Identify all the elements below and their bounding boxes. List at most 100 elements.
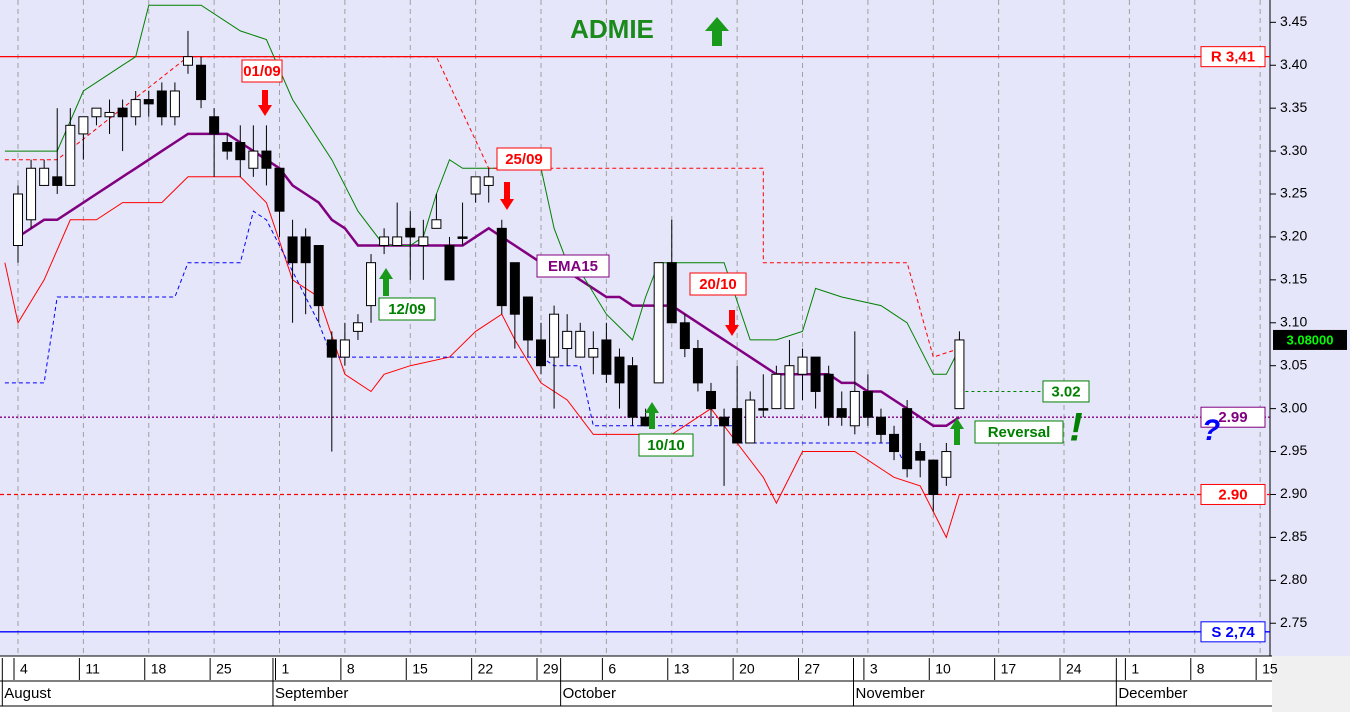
y-tick-label: 3.25 — [1280, 185, 1307, 201]
plot-background — [0, 0, 1350, 656]
target-label: 3.02 — [1051, 383, 1080, 400]
signal-label: Reversal — [988, 424, 1051, 441]
candle-body — [575, 330, 586, 358]
candle-body — [130, 99, 141, 118]
candle-body — [692, 348, 703, 384]
x-tick-label: 10 — [935, 661, 951, 677]
level-label: R 3,41 — [1211, 49, 1255, 66]
level-label-box — [1200, 483, 1266, 505]
y-tick-label: 2.90 — [1280, 485, 1307, 501]
x-tick-label: 20 — [739, 661, 755, 677]
candle-body — [823, 373, 834, 418]
candle-body — [705, 390, 716, 410]
signal-label: 20/10 — [699, 276, 737, 293]
target-label-box — [1042, 380, 1090, 403]
candle-body — [379, 236, 390, 247]
x-tick-label: 8 — [1197, 661, 1205, 677]
candle-body — [313, 245, 324, 307]
candle-body — [143, 99, 154, 105]
y-tick-label: 3.30 — [1280, 142, 1307, 158]
candle-body — [339, 339, 350, 358]
candle-body — [653, 262, 664, 384]
candle-body — [326, 339, 337, 358]
candle-body — [182, 56, 193, 66]
candle-body — [614, 356, 625, 384]
candle-body — [104, 111, 115, 118]
candle-body — [758, 408, 769, 411]
candle-body — [810, 356, 821, 392]
candle-body — [392, 236, 403, 247]
candle-body — [849, 390, 860, 427]
x-tick-label: 13 — [674, 661, 690, 677]
candle-body — [366, 262, 377, 307]
y-tick-label: 3.35 — [1280, 99, 1307, 115]
candle-body — [222, 142, 233, 152]
candle-body — [536, 339, 547, 367]
x-tick-label: 1 — [1131, 661, 1139, 677]
level-label-box — [1200, 46, 1266, 68]
note-mark: ? — [1202, 414, 1220, 447]
x-tick-label: 29 — [543, 661, 559, 677]
candle-body — [928, 459, 939, 495]
level-label: 2.99 — [1218, 409, 1247, 426]
x-tick-label: 15 — [1262, 661, 1278, 677]
signal-arrow — [500, 182, 514, 210]
candle-body — [954, 339, 965, 410]
signal-arrow — [258, 90, 272, 116]
x-tick-label: 27 — [805, 661, 821, 677]
candle-body — [405, 227, 416, 238]
level-label: S 2,74 — [1211, 624, 1255, 641]
candle-body — [496, 227, 507, 307]
candle-body — [457, 236, 468, 239]
y-tick-label: 2.80 — [1280, 571, 1307, 587]
month-label: October — [563, 685, 616, 702]
candle-body — [12, 193, 23, 247]
candle-body — [562, 330, 573, 350]
y-tick-label: 3.00 — [1280, 399, 1307, 415]
y-tick-label: 2.75 — [1280, 614, 1307, 630]
signal-arrow — [645, 402, 659, 429]
indicator-line — [4, 176, 960, 539]
line-label: EMA15 — [548, 258, 598, 275]
candle-body — [209, 116, 220, 135]
candle-body — [52, 176, 63, 186]
candle-body — [549, 313, 560, 358]
y-tick-label: 3.15 — [1280, 271, 1307, 287]
candle-body — [902, 408, 913, 470]
level-label-box — [1200, 406, 1266, 428]
month-label: December — [1118, 685, 1187, 702]
month-label: August — [4, 685, 52, 702]
signal-label-box — [241, 59, 283, 83]
candle-body — [588, 348, 599, 358]
candle-body — [509, 262, 520, 315]
candle-body — [431, 219, 442, 229]
y-tick-label: 3.45 — [1280, 13, 1307, 29]
candle-body — [117, 107, 128, 118]
candle-body — [601, 339, 612, 375]
x-tick-label: 17 — [1001, 661, 1017, 677]
candle-body — [640, 416, 651, 427]
x-tick-label: 4 — [20, 661, 28, 677]
y-tick-label: 3.10 — [1280, 313, 1307, 329]
signal-arrow — [950, 418, 964, 445]
y-tick-label: 3.20 — [1280, 228, 1307, 244]
candle-body — [522, 296, 533, 341]
signal-label: 12/09 — [388, 301, 426, 318]
last-price-box — [1273, 329, 1347, 350]
candle-body — [196, 64, 207, 101]
x-tick-label: 18 — [151, 661, 167, 677]
candle-body — [797, 356, 808, 375]
line-label-box — [536, 254, 610, 278]
candle-body — [65, 124, 76, 186]
candle-body — [627, 365, 638, 418]
candle-body — [274, 167, 285, 212]
signal-label: 10/10 — [647, 437, 685, 454]
candle-body — [300, 236, 311, 264]
candle-body — [889, 433, 900, 453]
x-tick-label: 25 — [216, 661, 232, 677]
candle-body — [836, 408, 847, 418]
candle-body — [732, 408, 743, 444]
chart-title: ADMIE — [570, 14, 654, 44]
